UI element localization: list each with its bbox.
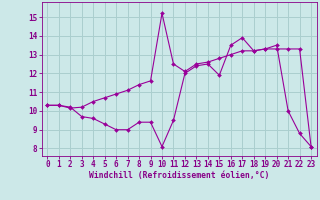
X-axis label: Windchill (Refroidissement éolien,°C): Windchill (Refroidissement éolien,°C) <box>89 171 269 180</box>
